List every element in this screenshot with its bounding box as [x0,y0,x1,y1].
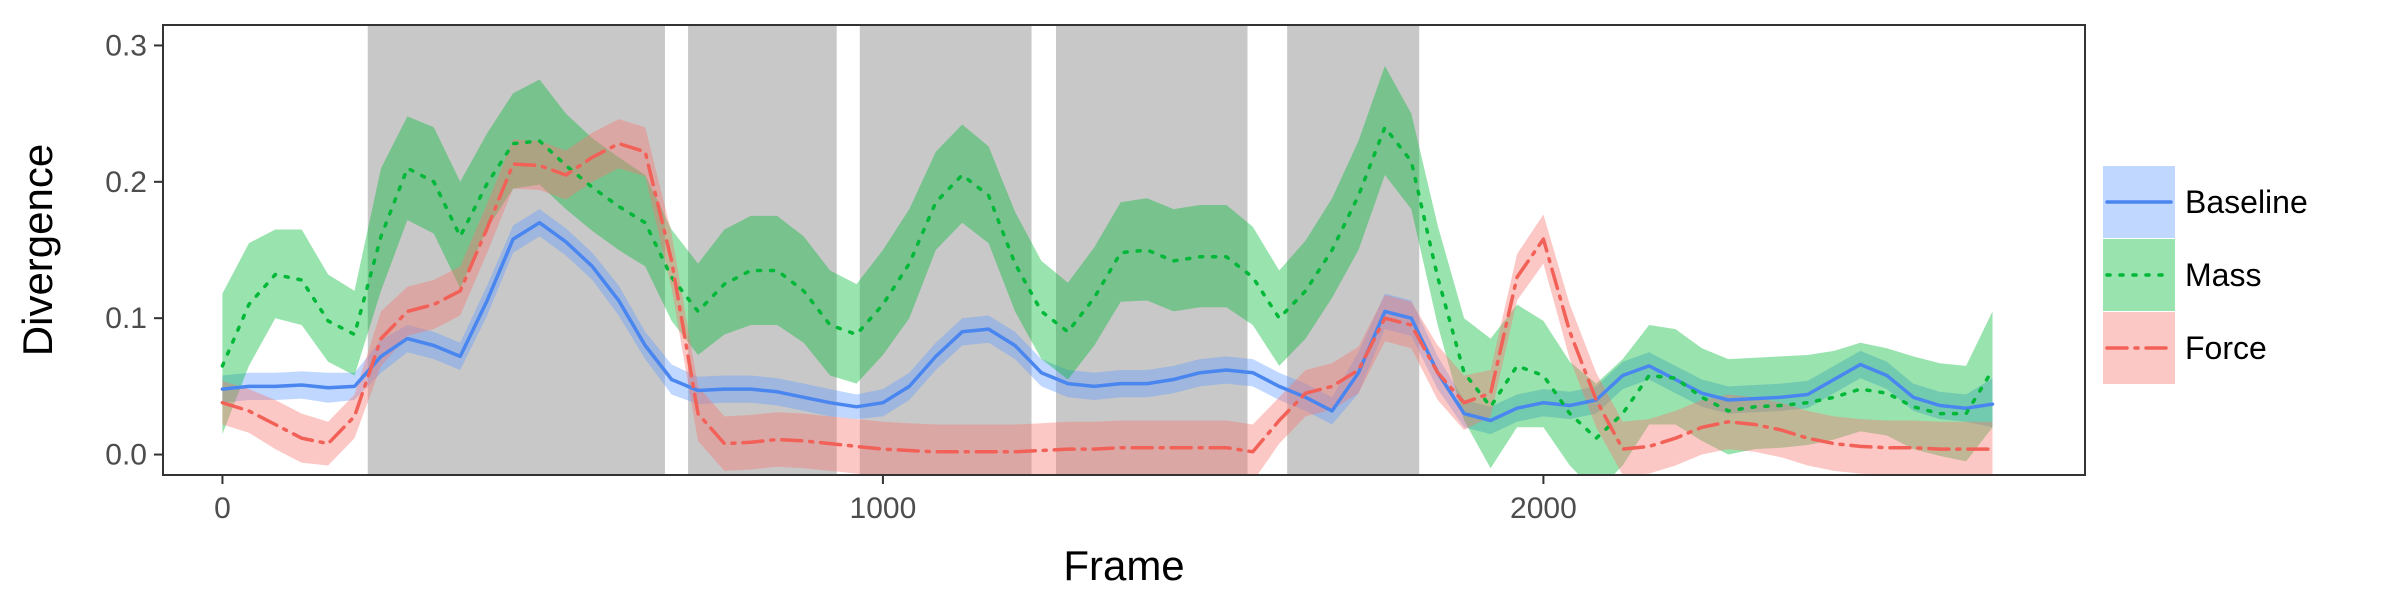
legend-key-mass [2103,239,2175,311]
y-axis-title: Divergence [14,144,61,356]
mass-line [220,125,1995,440]
mass-band [222,65,1993,475]
series-lines [220,125,1995,454]
baseline-line [220,220,1995,423]
y-tick-label: 0.0 [105,439,147,472]
legend-item-mass: Mass [2103,239,2261,311]
legend-item-baseline: Baseline [2103,166,2308,238]
y-axis: 0.0 0.1 0.2 0.3 [105,29,163,472]
y-tick-label: 0.3 [105,29,147,62]
shaded-region [1055,25,1248,475]
y-tick-label: 0.2 [105,166,147,199]
x-tick-label: 2000 [1510,492,1577,525]
legend-label-mass: Mass [2185,257,2261,293]
legend: Baseline Mass Force [2103,166,2308,384]
shaded-region [367,25,665,475]
x-tick-label: 1000 [850,492,917,525]
force-line [220,141,1995,454]
y-tick-label: 0.1 [105,302,147,335]
x-tick-label: 0 [214,492,231,525]
x-axis-title: Frame [1063,542,1184,589]
legend-item-force: Force [2103,312,2267,384]
force-band [222,119,1993,475]
legend-label-baseline: Baseline [2185,184,2308,220]
x-axis: 0 1000 2000 [214,475,1577,525]
legend-label-force: Force [2185,330,2267,366]
baseline-band [222,209,1993,435]
confidence-bands [222,65,1993,475]
plot-panel-border [162,24,2086,476]
